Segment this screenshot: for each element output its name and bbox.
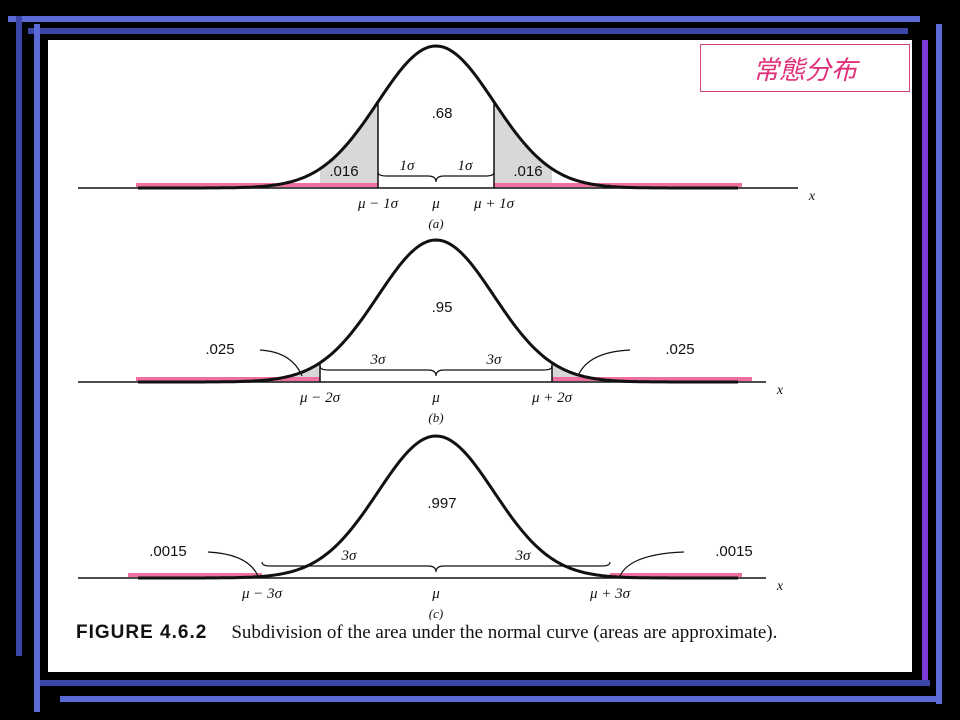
figure-caption: FIGURE 4.6.2 Subdivision of the area unde… [76, 622, 896, 643]
left-tail-area-label: .0015 [149, 543, 187, 560]
slide-title: 常態分布 [700, 44, 910, 92]
frame-bar-top-inner [28, 28, 908, 34]
slide-content: 常態分布 .68 1σ 1σ μ − 1σ μ μ + 1σ x (a) .016 .016 .95… [48, 40, 912, 672]
figure-caption-text: Subdivision of the area under the normal… [231, 622, 778, 643]
frame-bar-left-inner [34, 24, 40, 712]
normal-curve-figure: .68 1σ 1σ μ − 1σ μ μ + 1σ x (a) .016 .016 .95 3σ 3σ μ… [78, 44, 816, 620]
center-area-label: .997 [427, 495, 456, 512]
span-brace [261, 561, 611, 573]
normal-curve [138, 44, 738, 190]
axis-variable-label: x [776, 579, 784, 594]
curve-panel-2: .95 3σ 3σ μ − 2σ μ μ + 2σ x (b) .025 .025 [78, 238, 784, 425]
left-tail-area-label: .016 [329, 163, 358, 180]
span-brace [319, 365, 553, 377]
right-span-label: 3σ [486, 352, 503, 368]
tick-label-right: μ + 3σ [589, 586, 631, 602]
curve-panel-1: .68 1σ 1σ μ − 1σ μ μ + 1σ x (a) .016 .016 [78, 44, 816, 231]
left-span-label: 1σ [400, 158, 416, 174]
panel-label: (b) [428, 410, 443, 425]
left-span-label: 3σ [370, 352, 387, 368]
frame-bar-right [922, 40, 928, 680]
right-tail-arrow [577, 349, 631, 377]
right-tail-area-label: .025 [665, 341, 694, 358]
frame-bar-left [16, 16, 22, 656]
tick-label-left: μ − 1σ [357, 196, 399, 212]
tick-label-center: μ [431, 586, 440, 602]
normal-curve [138, 238, 738, 384]
axis-variable-label: x [776, 383, 784, 398]
tick-label-right: μ + 2σ [531, 390, 573, 406]
tick-label-left: μ − 3σ [241, 586, 283, 602]
axis-variable-label: x [808, 189, 816, 204]
right-tail-arrow [619, 551, 685, 577]
right-tail-area-label: .016 [513, 163, 542, 180]
center-area-label: .68 [432, 105, 453, 122]
left-tail-arrow [207, 551, 259, 577]
span-brace [377, 171, 495, 183]
tick-label-center: μ [431, 196, 440, 212]
tick-label-right: μ + 1σ [473, 196, 515, 212]
tick-label-left: μ − 2σ [299, 390, 341, 406]
tick-label-center: μ [431, 390, 440, 406]
center-area-label: .95 [432, 299, 453, 316]
left-tail-arrow [259, 349, 303, 377]
frame-bar-top [8, 16, 920, 22]
right-span-label: 1σ [458, 158, 474, 174]
curve-panel-3: .997 3σ 3σ μ − 3σ μ μ + 3σ x (c) .0015 .0015 [78, 434, 784, 620]
panel-label: (a) [428, 216, 443, 231]
left-span-label: 3σ [341, 548, 358, 564]
panel-label: (c) [429, 606, 443, 620]
frame-bar-bottom-outer [60, 696, 936, 702]
right-span-label: 3σ [515, 548, 532, 564]
frame-bar-bottom [40, 680, 930, 686]
normal-curve [138, 434, 738, 580]
left-tail-area-label: .025 [205, 341, 234, 358]
right-tail-area-label: .0015 [715, 543, 753, 560]
frame-bar-right-outer [936, 24, 942, 704]
figure-label: FIGURE 4.6.2 [76, 622, 208, 643]
